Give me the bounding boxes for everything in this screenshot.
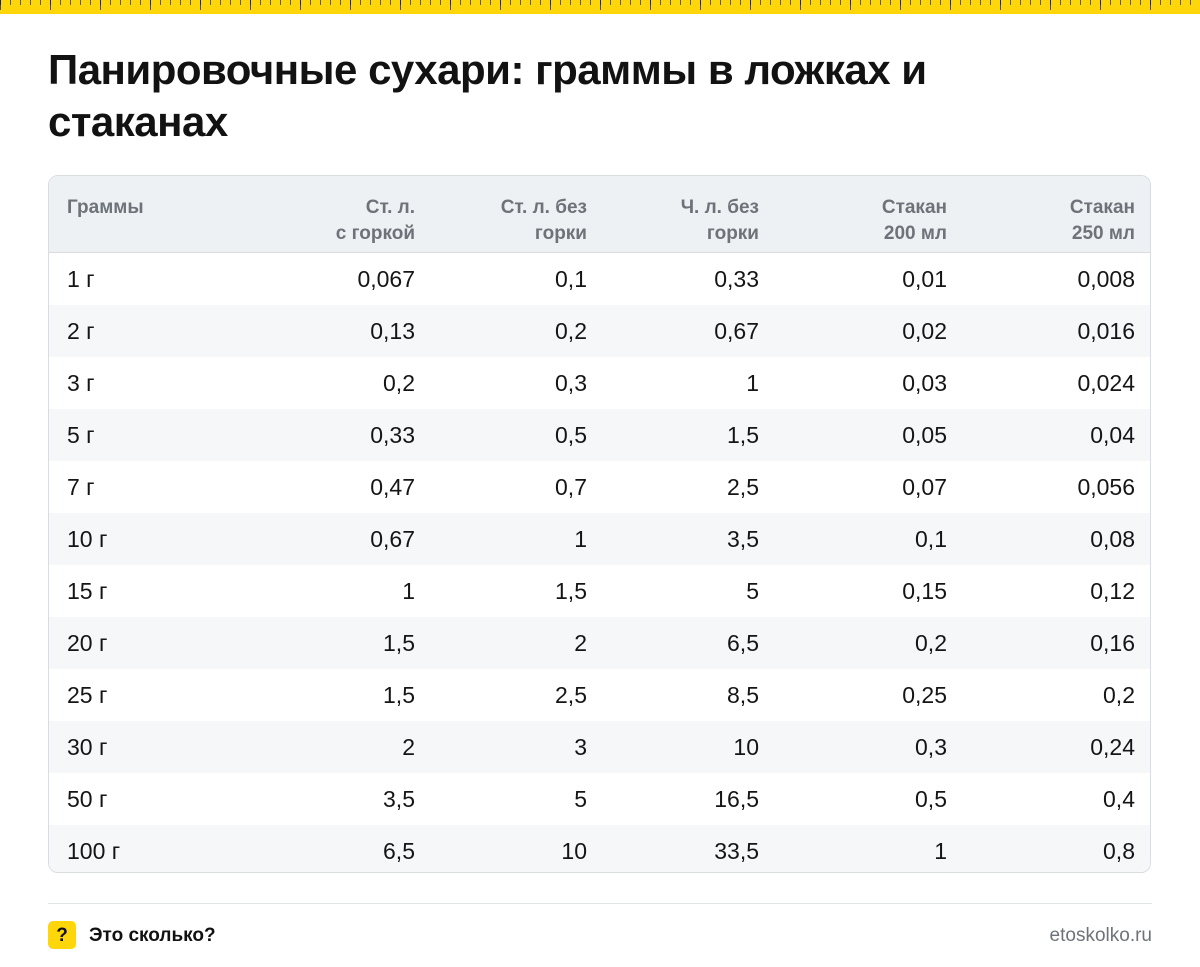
cell-glass-200: 0,25 — [902, 682, 947, 708]
cell-tablespoon-level: 2,5 — [555, 682, 587, 708]
header-tablespoon-heaped: Ст. л. с горкой — [335, 197, 415, 244]
cell-teaspoon-level: 16,5 — [714, 786, 759, 812]
table-row: 2 г 0,13 0,2 0,67 0,02 0,016 — [49, 305, 1150, 357]
header-glass-250: Стакан 250 мл — [1069, 197, 1135, 244]
cell-tablespoon-level: 0,7 — [555, 474, 587, 500]
cell-tablespoon-heaped: 1 — [402, 578, 415, 604]
table-row: 10 г 0,67 1 3,5 0,1 0,08 — [49, 513, 1150, 565]
cell-grams: 20 г — [67, 630, 108, 656]
site-link[interactable]: etoskolko.ru — [1049, 925, 1152, 946]
cell-glass-200: 0,5 — [915, 786, 947, 812]
cell-tablespoon-level: 1,5 — [555, 578, 587, 604]
cell-teaspoon-level: 0,33 — [714, 266, 759, 292]
cell-tablespoon-heaped: 0,47 — [370, 474, 415, 500]
cell-glass-200: 0,03 — [902, 370, 947, 396]
cell-teaspoon-level: 5 — [746, 578, 759, 604]
cell-grams: 7 г — [67, 474, 95, 500]
cell-teaspoon-level: 10 — [733, 734, 759, 760]
cell-tablespoon-level: 5 — [574, 786, 587, 812]
cell-glass-200: 0,01 — [902, 266, 947, 292]
cell-glass-250: 0,16 — [1090, 630, 1135, 656]
cell-glass-250: 0,12 — [1090, 578, 1135, 604]
cell-glass-250: 0,056 — [1077, 474, 1135, 500]
table-body: 1 г 0,067 0,1 0,33 0,01 0,008 2 г 0,13 0,2 0,67 0,… — [49, 253, 1150, 872]
cell-tablespoon-level: 3 — [574, 734, 587, 760]
cell-tablespoon-heaped: 0,2 — [383, 370, 415, 396]
cell-glass-200: 0,1 — [915, 526, 947, 552]
cell-glass-200: 0,05 — [902, 422, 947, 448]
cell-tablespoon-level: 2 — [574, 630, 587, 656]
table-row: 20 г 1,5 2 6,5 0,2 0,16 — [49, 617, 1150, 669]
table-row: 50 г 3,5 5 16,5 0,5 0,4 — [49, 773, 1150, 825]
cell-glass-250: 0,08 — [1090, 526, 1135, 552]
cell-tablespoon-level: 10 — [561, 838, 587, 864]
cell-glass-200: 0,02 — [902, 318, 947, 344]
cell-tablespoon-heaped: 6,5 — [383, 838, 415, 864]
cell-grams: 2 г — [67, 318, 95, 344]
cell-tablespoon-level: 0,5 — [555, 422, 587, 448]
cell-glass-250: 0,24 — [1090, 734, 1135, 760]
table-row: 30 г 2 3 10 0,3 0,24 — [49, 721, 1150, 773]
cell-glass-250: 0,024 — [1077, 370, 1135, 396]
cell-glass-200: 0,15 — [902, 578, 947, 604]
header-glass-200: Стакан 200 мл — [881, 197, 947, 244]
cell-tablespoon-heaped: 1,5 — [383, 682, 415, 708]
conversion-table: Граммы Ст. л. с горкой Ст. л. без горки … — [48, 175, 1151, 873]
table-row: 3 г 0,2 0,3 1 0,03 0,024 — [49, 357, 1150, 409]
table-row: 1 г 0,067 0,1 0,33 0,01 0,008 — [49, 253, 1150, 305]
cell-glass-250: 0,2 — [1103, 682, 1135, 708]
table-row: 100 г 6,5 10 33,5 1 0,8 — [49, 825, 1150, 872]
cell-tablespoon-level: 0,2 — [555, 318, 587, 344]
table-row: 15 г 1 1,5 5 0,15 0,12 — [49, 565, 1150, 617]
cell-glass-200: 0,3 — [915, 734, 947, 760]
page-title: Панировочные сухари: граммы в ложках и с… — [48, 46, 927, 145]
cell-teaspoon-level: 1,5 — [727, 422, 759, 448]
table-row: 5 г 0,33 0,5 1,5 0,05 0,04 — [49, 409, 1150, 461]
cell-teaspoon-level: 1 — [746, 370, 759, 396]
cell-tablespoon-level: 0,1 — [555, 266, 587, 292]
table-header: Граммы Ст. л. с горкой Ст. л. без горки … — [49, 176, 1150, 253]
cell-tablespoon-heaped: 2 — [402, 734, 415, 760]
question-badge-icon: ? — [48, 921, 76, 949]
cell-teaspoon-level: 33,5 — [714, 838, 759, 864]
cell-tablespoon-heaped: 0,13 — [370, 318, 415, 344]
cell-tablespoon-level: 1 — [574, 526, 587, 552]
cell-teaspoon-level: 3,5 — [727, 526, 759, 552]
cell-teaspoon-level: 6,5 — [727, 630, 759, 656]
cell-tablespoon-heaped: 0,33 — [370, 422, 415, 448]
cell-glass-200: 0,07 — [902, 474, 947, 500]
cell-glass-250: 0,8 — [1103, 838, 1135, 864]
cell-grams: 3 г — [67, 370, 95, 396]
footer-divider — [48, 903, 1152, 904]
brand-name: Это сколько? — [89, 925, 216, 946]
cell-tablespoon-heaped: 1,5 — [383, 630, 415, 656]
table-row: 25 г 1,5 2,5 8,5 0,25 0,2 — [49, 669, 1150, 721]
cell-grams: 15 г — [67, 578, 108, 604]
table-row: 7 г 0,47 0,7 2,5 0,07 0,056 — [49, 461, 1150, 513]
header-grams: Граммы — [67, 197, 144, 218]
cell-grams: 10 г — [67, 526, 108, 552]
cell-glass-250: 0,04 — [1090, 422, 1135, 448]
cell-grams: 5 г — [67, 422, 95, 448]
cell-tablespoon-heaped: 0,067 — [357, 266, 415, 292]
cell-tablespoon-heaped: 0,67 — [370, 526, 415, 552]
cell-teaspoon-level: 0,67 — [714, 318, 759, 344]
cell-grams: 25 г — [67, 682, 108, 708]
cell-grams: 1 г — [67, 266, 95, 292]
cell-glass-250: 0,016 — [1077, 318, 1135, 344]
cell-teaspoon-level: 2,5 — [727, 474, 759, 500]
cell-glass-250: 0,4 — [1103, 786, 1135, 812]
cell-tablespoon-heaped: 3,5 — [383, 786, 415, 812]
cell-glass-200: 0,2 — [915, 630, 947, 656]
header-tablespoon-level: Ст. л. без горки — [500, 197, 587, 244]
cell-grams: 30 г — [67, 734, 108, 760]
cell-teaspoon-level: 8,5 — [727, 682, 759, 708]
cell-grams: 100 г — [67, 838, 121, 864]
cell-glass-200: 1 — [934, 838, 947, 864]
cell-grams: 50 г — [67, 786, 108, 812]
ruler-major-ticks — [0, 0, 1200, 10]
cell-tablespoon-level: 0,3 — [555, 370, 587, 396]
cell-glass-250: 0,008 — [1077, 266, 1135, 292]
header-teaspoon-level: Ч. л. без горки — [680, 197, 759, 244]
